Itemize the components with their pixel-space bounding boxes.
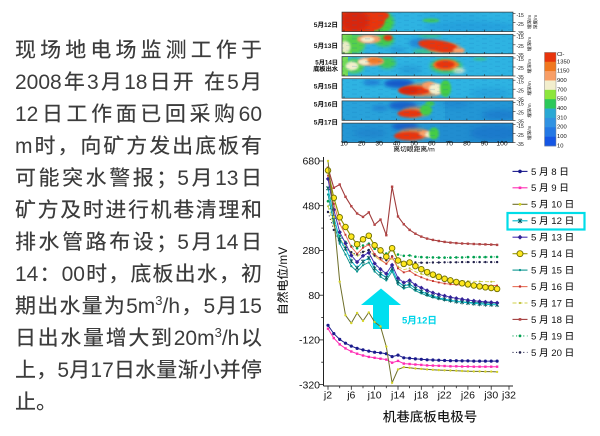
svg-text:埋深/m: 埋深/m [527,81,532,95]
svg-text:5月12日: 5月12日 [314,21,338,29]
svg-text:400: 400 [557,106,567,112]
svg-text:j32: j32 [501,390,516,402]
svg-text:30: 30 [375,140,383,147]
svg-text:埋深/m: 埋深/m [527,125,532,139]
svg-text:深度/m: 深度/m [533,15,538,29]
svg-text:-25: -25 [517,22,524,28]
svg-text:j18: j18 [413,390,428,402]
svg-text:-15: -15 [517,79,524,85]
svg-text:j14: j14 [390,390,405,402]
svg-text:80: 80 [463,140,471,147]
svg-text:埋深/m: 埋深/m [527,103,532,117]
svg-text:离切眼距离/m: 离切眼距离/m [393,145,435,153]
svg-text:埋深/m: 埋深/m [527,37,532,51]
svg-text:5 月 16 日: 5 月 16 日 [531,282,574,293]
svg-text:-15: -15 [517,124,524,130]
svg-text:-25: -25 [517,88,524,94]
svg-text:5 月 14 日: 5 月 14 日 [531,249,574,260]
svg-text:j10: j10 [367,390,382,402]
svg-text:70: 70 [446,140,454,147]
svg-text:-25: -25 [517,111,524,117]
svg-text:5 月 8 日: 5 月 8 日 [531,167,569,178]
svg-text:-25: -25 [517,133,524,139]
svg-text:5月14日: 5月14日 [315,58,338,66]
svg-text:Cl-: Cl- [557,52,564,58]
svg-text:机巷底板电极号: 机巷底板电极号 [383,410,478,425]
svg-text:5 月 10 日: 5 月 10 日 [531,200,574,211]
svg-text:5 月 15 日: 5 月 15 日 [531,266,574,277]
svg-text:j6: j6 [346,390,355,402]
svg-text:-15: -15 [517,13,524,19]
svg-text:-15: -15 [517,102,524,108]
svg-text:j2: j2 [323,390,332,402]
svg-text:-35: -35 [517,120,524,126]
svg-text:-35: -35 [517,97,524,103]
svg-text:埋深/m: 埋深/m [527,15,532,29]
svg-text:5 月 20 日: 5 月 20 日 [531,348,574,359]
svg-text:100: 100 [557,134,567,140]
svg-text:-25: -25 [517,44,524,50]
svg-text:700: 700 [557,87,567,93]
svg-text:5 月 19 日: 5 月 19 日 [531,331,574,342]
svg-text:5月17日: 5月17日 [314,119,338,127]
svg-text:40: 40 [393,140,401,147]
svg-text:-25: -25 [517,66,524,72]
svg-text:900: 900 [557,78,567,84]
svg-text:自然电位/mV: 自然电位/mV [276,247,290,315]
svg-text:10: 10 [340,140,348,147]
svg-text:j30: j30 [483,390,498,402]
svg-text:-320: -320 [299,379,320,391]
svg-text:j26: j26 [460,390,475,402]
svg-text:90: 90 [481,140,489,147]
svg-text:10: 10 [557,143,563,149]
svg-text:100: 100 [496,140,508,147]
svg-text:-35: -35 [517,142,524,148]
svg-text:310: 310 [557,115,567,121]
svg-text:680: 680 [302,156,320,168]
svg-text:60: 60 [428,140,436,147]
svg-text:-35: -35 [517,75,524,81]
svg-text:5 月 17 日: 5 月 17 日 [531,298,574,309]
svg-text:5月12日: 5月12日 [402,316,437,327]
svg-text:底板出水: 底板出水 [312,65,339,73]
svg-text:5 月 12 日: 5 月 12 日 [531,216,574,227]
svg-text:20: 20 [358,140,366,147]
svg-text:5月16日: 5月16日 [314,101,338,109]
svg-text:-35: -35 [517,53,524,59]
svg-text:-15: -15 [517,57,524,63]
svg-text:1150: 1150 [557,69,569,75]
svg-text:埋深/m: 埋深/m [527,59,532,73]
svg-text:80: 80 [308,290,320,302]
svg-text:50: 50 [410,140,418,147]
svg-text:j22: j22 [437,390,452,402]
svg-text:-120: -120 [299,335,320,347]
svg-text:480: 480 [302,200,320,212]
svg-text:5 月 9 日: 5 月 9 日 [531,183,569,194]
svg-text:550: 550 [557,97,567,103]
svg-text:5月13日: 5月13日 [314,42,338,50]
svg-text:5月15日: 5月15日 [314,83,338,91]
svg-text:5 月 13 日: 5 月 13 日 [531,233,574,244]
svg-text:200: 200 [557,125,567,131]
svg-text:5 月 18 日: 5 月 18 日 [531,315,574,326]
svg-text:1350: 1350 [557,59,570,65]
svg-text:-35: -35 [517,31,524,37]
svg-text:-15: -15 [517,35,524,41]
svg-text:280: 280 [302,245,320,257]
